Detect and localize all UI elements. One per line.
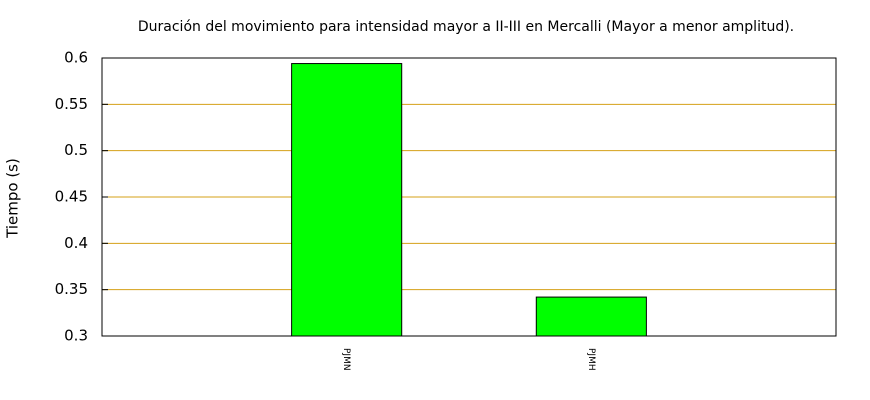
y-tick-label: 0.35 [55, 280, 88, 298]
x-tick-label: PJMH [586, 348, 596, 371]
y-tick-label: 0.4 [64, 234, 88, 252]
bar [535, 296, 647, 337]
x-tick-label: PJMN [341, 348, 351, 371]
y-tick-label: 0.5 [64, 141, 88, 159]
y-axis-label: Tiempo (s) [4, 158, 22, 239]
y-tick-label: 0.55 [55, 95, 88, 113]
y-tick-label: 0.45 [55, 188, 88, 206]
y-tick-label: 0.3 [64, 327, 88, 345]
plot-frame [101, 57, 837, 337]
chart-title: Duración del movimiento para intensidad … [138, 19, 794, 35]
y-tick-label: 0.6 [64, 49, 88, 67]
bar [291, 63, 403, 337]
